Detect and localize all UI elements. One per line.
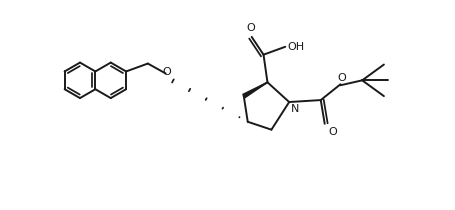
Text: O: O [328,127,337,137]
Text: N: N [290,104,299,114]
Text: O: O [336,73,345,83]
Text: O: O [162,67,171,77]
Text: O: O [246,23,254,33]
Polygon shape [242,82,267,98]
Text: OH: OH [287,42,303,52]
